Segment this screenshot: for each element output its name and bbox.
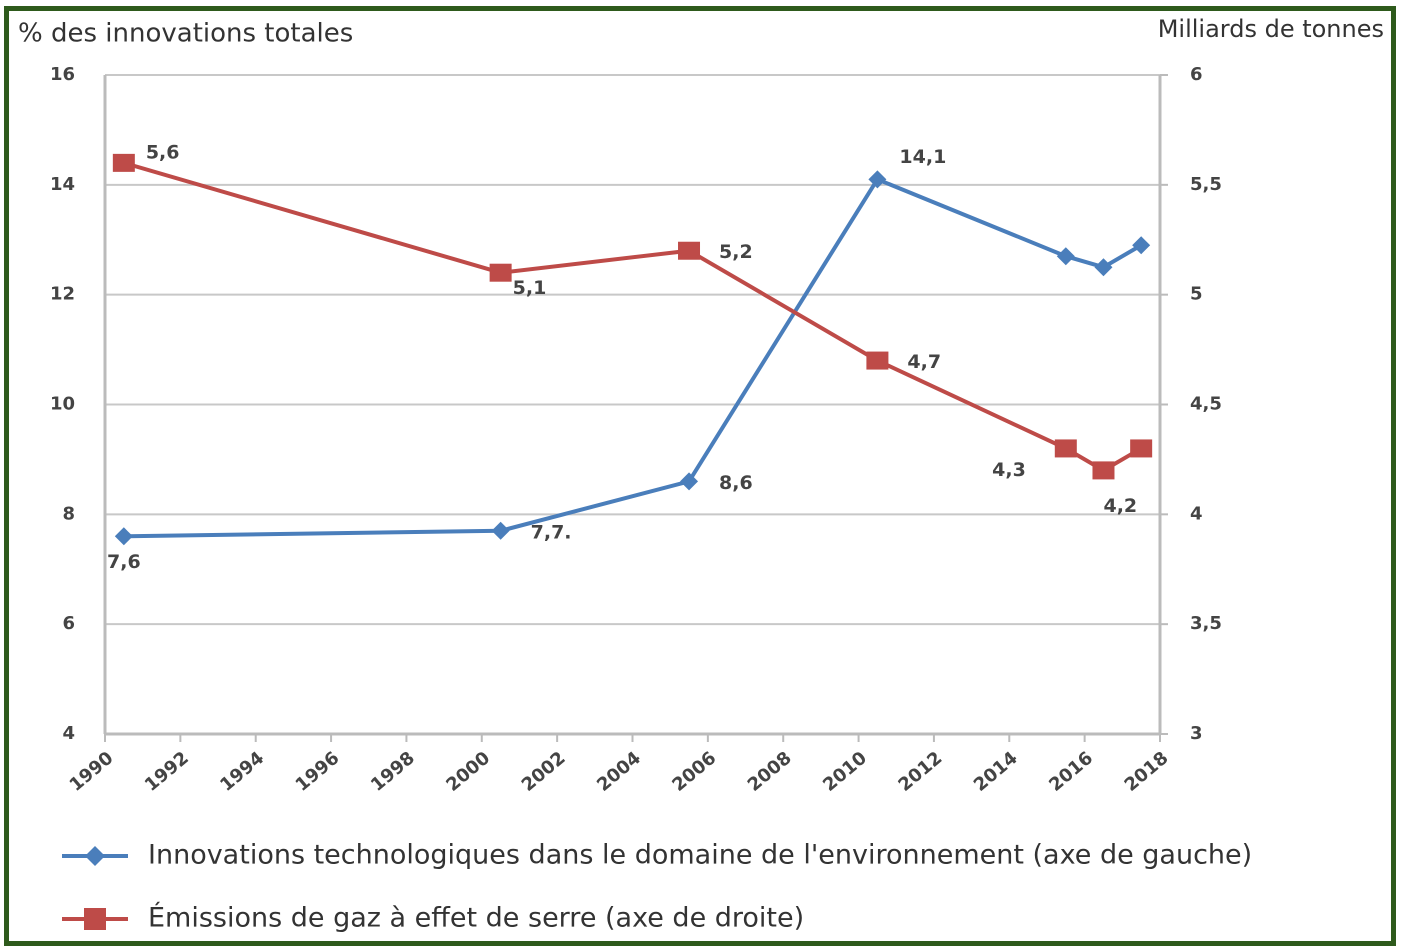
data-label: 7,6 [107,551,141,573]
x-tick-label: 2016 [1045,748,1097,796]
x-tick-label: 2006 [668,748,720,796]
y-tick-label: 16 [50,64,75,85]
series-line [123,176,1143,539]
marker [491,521,510,540]
legend-marker [85,846,105,866]
y-tick-label: 8 [62,503,75,524]
x-tick-label: 2012 [894,748,946,796]
x-tick-label: 2008 [744,748,796,796]
y2-tick-label: 3 [1190,723,1203,744]
x-tick-label: 1996 [292,748,344,796]
x-tick-label: 2018 [1121,748,1173,796]
x-tick-label: 1992 [141,748,193,796]
x-tick-label: 1994 [216,748,268,796]
x-tick-label: 2002 [518,748,570,796]
x-tick-label: 2004 [593,748,645,796]
y-tick-label: 6 [62,613,75,634]
y2-axis-label: Milliards de tonnes [1158,15,1384,43]
marker [112,153,135,172]
y-tick-label: 14 [50,174,75,195]
data-label: 4,2 [1103,495,1137,517]
x-tick-label: 2010 [819,748,871,796]
marker [114,527,133,546]
y2-tick-label: 5 [1190,284,1203,305]
marker [489,263,512,282]
series-line [123,160,1143,473]
marker [1056,247,1075,266]
marker [1094,258,1113,277]
y-tick-label: 12 [50,284,75,305]
data-label: 4,3 [992,459,1026,481]
x-tick-label: 2000 [442,748,494,796]
data-label: 5,6 [146,141,180,163]
y-tick-label: 10 [50,394,75,415]
marker [866,351,889,370]
y2-tick-label: 6 [1190,64,1203,85]
legend-label: Innovations technologiques dans le domai… [148,840,1252,871]
data-label: 7,7. [531,521,572,543]
legend-marker [84,908,106,930]
y2-tick-label: 3,5 [1190,613,1222,634]
marker [1054,439,1077,458]
y-tick-label: 4 [62,723,75,744]
y-axis-label: % des innovations totales [18,19,353,49]
data-label: 5,1 [513,277,547,299]
y2-tick-label: 5,5 [1190,174,1222,195]
legend-label: Émissions de gaz à effet de serre (axe d… [148,902,804,934]
data-label: 14,1 [899,146,946,168]
marker [868,170,887,189]
x-tick-label: 1998 [367,748,419,796]
marker [1092,461,1115,480]
marker [678,241,701,260]
data-label: 5,2 [719,241,753,263]
marker [680,472,699,491]
marker [1130,439,1153,458]
x-tick-label: 2014 [970,748,1022,796]
x-tick-label: 1990 [66,748,118,796]
marker [1132,236,1151,255]
data-label: 4,7 [907,351,941,373]
y2-tick-label: 4 [1190,503,1203,524]
data-label: 8,6 [719,472,753,494]
y2-tick-label: 4,5 [1190,394,1222,415]
